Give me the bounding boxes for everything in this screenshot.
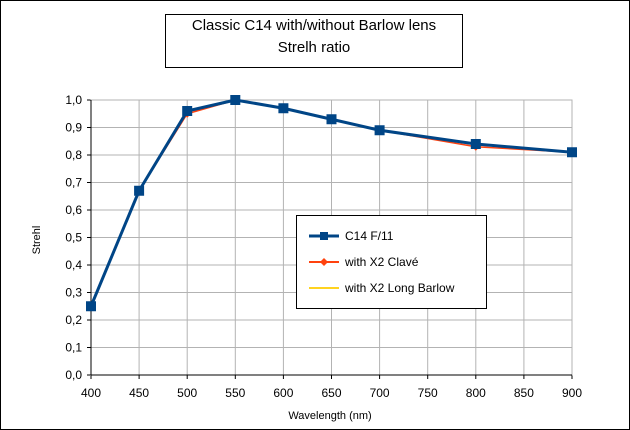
x-tick-label: 750 [418, 386, 438, 400]
x-tick-label: 600 [273, 386, 293, 400]
data-point-c14-f-11 [278, 103, 289, 114]
legend-label-clave: with X2 Clavé [345, 255, 419, 269]
y-tick-label: 0,0 [65, 368, 82, 382]
y-tick-label: 0,4 [65, 258, 82, 272]
x-tick-label: 650 [321, 386, 341, 400]
legend-swatch-c14 [309, 232, 339, 240]
legend-item-long-barlow: with X2 Long Barlow [297, 278, 486, 298]
x-tick-label: 550 [225, 386, 245, 400]
chart-subtitle: Strelh ratio [277, 39, 351, 56]
y-tick-label: 0,7 [65, 176, 82, 190]
legend-swatch-long-barlow [309, 287, 339, 289]
data-point-c14-f-11 [374, 125, 385, 136]
y-tick-label: 0,6 [65, 203, 82, 217]
data-point-c14-f-11 [470, 139, 481, 149]
y-axis-title: Strehl [31, 226, 43, 255]
x-tick-label: 800 [466, 386, 486, 400]
x-tick-label: 700 [370, 386, 390, 400]
x-tick-label: 900 [562, 386, 582, 400]
axis-layer: 0,0 0,1 0,2 0,3 0,4 0,5 0,6 0,7 0,8 0,9 1,0 400 450 5… [65, 93, 582, 400]
legend-swatch-clave [309, 258, 339, 266]
chart-title: Classic C14 with/without Barlow lens [191, 17, 437, 34]
y-tick-label: 1,0 [65, 93, 82, 107]
data-point-c14-f-11 [567, 147, 577, 158]
x-tick-label: 400 [81, 386, 101, 400]
legend-item-c14: C14 F/11 [297, 226, 486, 246]
x-axis-title: Wavelength (nm) [288, 410, 371, 422]
x-tick-label: 500 [177, 386, 197, 400]
series-layer [86, 95, 577, 312]
y-tick-label: 0,2 [65, 313, 82, 327]
x-tick-label: 850 [514, 386, 534, 400]
y-tick-label: 0,5 [65, 231, 82, 245]
data-point-c14-f-11 [86, 301, 96, 312]
y-tick-label: 0,8 [65, 148, 82, 162]
data-point-c14-f-11 [134, 185, 145, 196]
y-tick-label: 0,1 [65, 341, 82, 355]
data-point-c14-f-11 [326, 114, 337, 125]
legend-label-c14: C14 F/11 [345, 229, 394, 243]
data-point-c14-f-11 [230, 95, 241, 105]
data-point-c14-f-11 [182, 106, 193, 116]
x-tick-label: 450 [129, 386, 149, 400]
legend-item-clave: with X2 Clavé [297, 252, 486, 272]
chart-title-box: Classic C14 with/without Barlow lens Str… [165, 14, 463, 68]
y-tick-label: 0,9 [65, 121, 82, 135]
legend: C14 F/11 with X2 Clavé with X2 Long Barl… [296, 215, 487, 309]
y-tick-label: 0,3 [65, 286, 82, 300]
legend-label-long-barlow: with X2 Long Barlow [345, 281, 455, 295]
